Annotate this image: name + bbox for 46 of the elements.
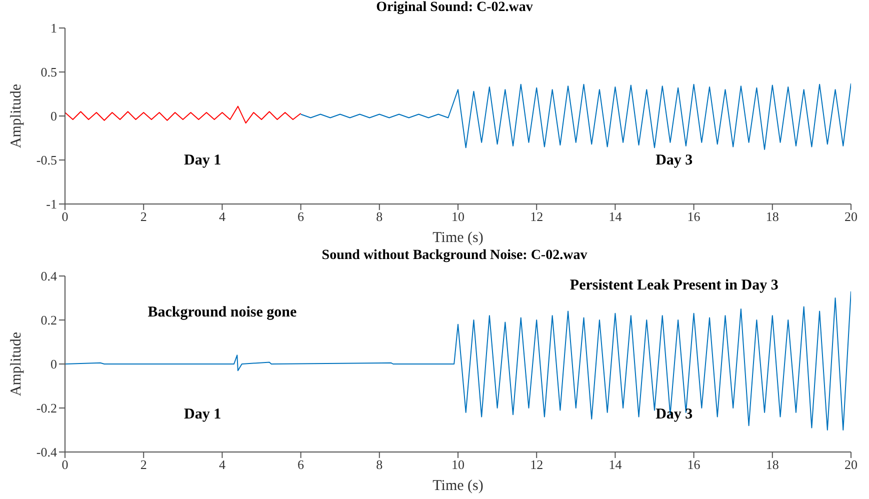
x-tick-label: 14	[608, 457, 622, 472]
y-tick-label: -1	[46, 196, 57, 212]
x-tick-label: 4	[218, 209, 226, 224]
x-tick-label: 6	[298, 457, 305, 472]
x-tick-label: 18	[766, 209, 779, 224]
y-tick-label: -0.4	[36, 444, 58, 460]
x-tick-label: 8	[376, 457, 383, 472]
x-tick-label: 2	[140, 209, 147, 224]
x-tick-label: 0	[62, 209, 68, 224]
x-tick-label: 6	[298, 209, 305, 224]
x-tick-label: 12	[530, 457, 544, 472]
chart-title: Sound without Background Noise: C-02.wav	[320, 248, 588, 265]
x-tick-label: 8	[376, 209, 383, 224]
x-tick-label: 20	[844, 209, 858, 224]
y-axis-title: Amplitude	[8, 84, 24, 148]
annotation: Background noise gone	[148, 304, 297, 322]
x-tick-label: 4	[218, 457, 226, 472]
x-tick-label: 0	[62, 457, 68, 472]
annotation: Day 3	[656, 406, 693, 424]
x-tick-label: 16	[687, 209, 701, 224]
y-tick-label: 0	[50, 108, 57, 124]
x-tick-label: 2	[140, 457, 147, 472]
annotation: Day 3	[656, 152, 693, 170]
x-tick-label: 10	[452, 457, 464, 472]
y-tick-label: -0.5	[36, 152, 57, 168]
x-tick-label: 20	[844, 457, 858, 472]
x-axis-title: Time (s)	[432, 478, 484, 494]
y-axis-title: Amplitude	[8, 332, 24, 396]
x-tick-label: 12	[530, 209, 544, 224]
y-tick-label: -0.2	[36, 400, 57, 416]
x-axis-title: Time (s)	[432, 230, 484, 246]
x-tick-label: 18	[766, 457, 779, 472]
y-tick-label: 0	[50, 356, 57, 372]
annotation: Day 1	[184, 152, 222, 170]
line-series	[300, 82, 851, 150]
y-tick-label: 0.2	[40, 312, 57, 328]
x-tick-label: 14	[608, 209, 622, 224]
y-tick-label: 0.4	[40, 268, 58, 284]
annotation: Persistent Leak Present in Day 3	[570, 277, 778, 294]
chart-title: Original Sound: C-02.wav	[375, 0, 534, 17]
annotation: Day 1	[184, 406, 222, 424]
y-tick-label: 0.5	[40, 64, 57, 80]
line-series	[65, 106, 302, 124]
x-tick-label: 10	[452, 209, 464, 224]
y-tick-label: 1	[50, 20, 57, 36]
x-tick-label: 16	[687, 457, 701, 472]
